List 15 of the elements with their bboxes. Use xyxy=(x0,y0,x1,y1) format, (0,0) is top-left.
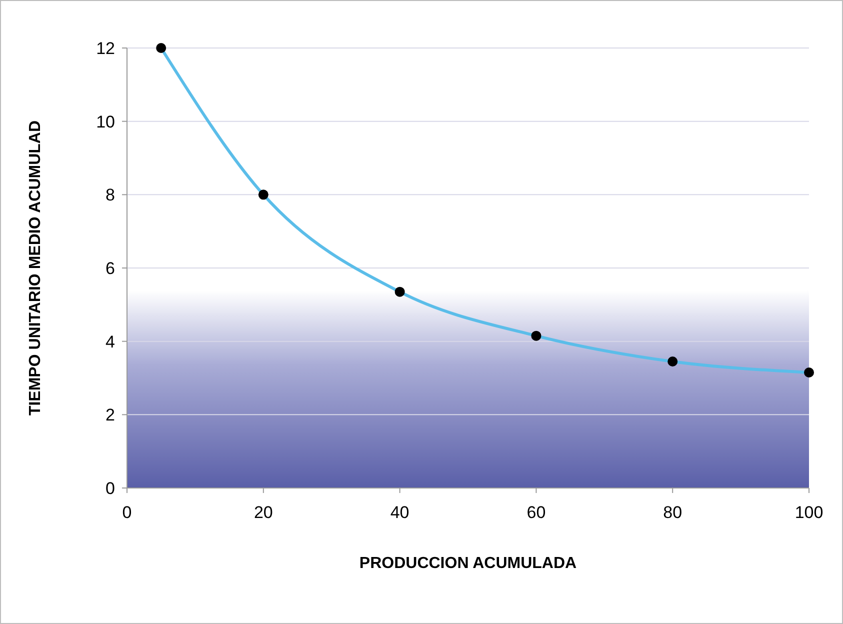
x-tick-label: 40 xyxy=(390,503,410,522)
y-axis-title: TIEMPO UNITARIO MEDIO ACUMULAD xyxy=(27,120,44,416)
x-tick-label: 100 xyxy=(794,503,824,522)
y-tick-label: 8 xyxy=(106,186,115,205)
y-tick-label: 10 xyxy=(96,112,115,132)
x-tick-label: 80 xyxy=(663,503,682,522)
x-tick-label: 0 xyxy=(122,503,132,522)
y-tick-label: 2 xyxy=(106,406,115,425)
y-tick-label: 12 xyxy=(96,38,115,58)
x-axis-title: PRODUCCION ACUMULADA xyxy=(359,555,578,572)
y-tick-label: 6 xyxy=(106,258,115,278)
y-tick-label: 4 xyxy=(106,332,115,352)
x-tick-label: 60 xyxy=(526,503,546,522)
y-tick-label: 0 xyxy=(106,478,115,498)
x-tick-label: 20 xyxy=(254,503,273,522)
